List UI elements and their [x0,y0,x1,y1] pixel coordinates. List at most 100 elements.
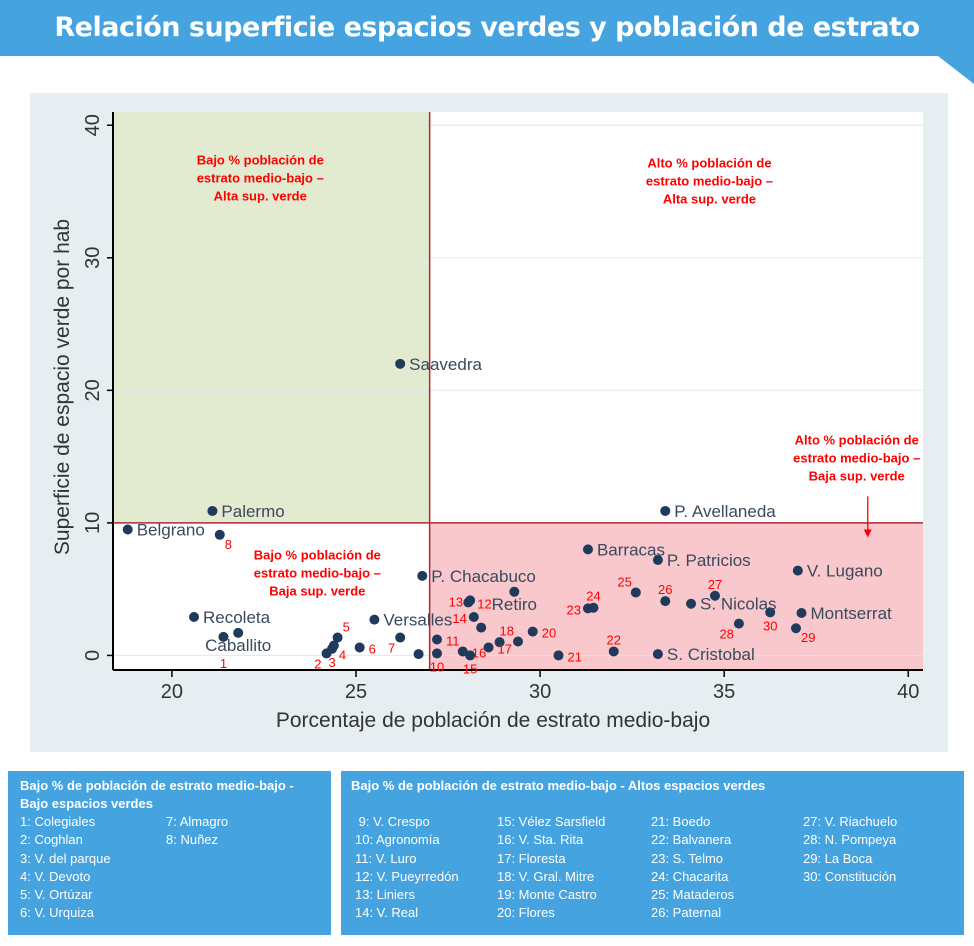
legend-column: 7: Almagro 8: Nuñez [166,813,228,850]
data-point [465,650,476,661]
x-tick-label: 25 [345,681,367,703]
data-point [792,565,803,576]
legend-item: 8: Nuñez [166,832,219,848]
point-number-label: 25 [617,574,631,589]
y-tick-label: 30 [82,247,104,269]
data-point [476,622,487,633]
arrow-head-icon [863,529,872,538]
data-point [630,587,641,598]
data-point [233,627,244,638]
point-name-label: Belgrano [137,521,205,540]
data-point [483,642,494,653]
data-point [588,602,599,613]
point-name-label: Palermo [221,502,284,521]
point-number-label: 22 [606,632,620,647]
legend-item: 10: Agronomía [355,832,440,848]
quadrant-annotation: estrato medio-bajo – [793,450,920,465]
quadrant-annotation: estrato medio-bajo – [646,173,773,188]
data-point [369,614,380,625]
data-point [432,648,442,659]
point-number-label: 1 [220,656,227,671]
data-point [457,646,468,657]
point-name-label: Versalles [383,611,452,630]
point-name-label: Saavedra [409,355,482,374]
quadrant-annotation: estrato medio-bajo – [197,171,324,186]
point-number-label: 3 [328,655,335,670]
point-number-label: 6 [369,641,376,656]
point-name-label: Recoleta [203,608,271,627]
point-number-label: 8 [225,537,232,552]
quadrant-annotation: Baja sup. verde [269,584,365,599]
quadrant-annotation: estrato medio-bajo – [254,566,381,581]
data-point [465,595,476,606]
point-number-label: 18 [500,624,514,639]
legend-item: 26: Paternal [651,905,722,921]
point-number-label: 23 [566,602,580,617]
x-tick-label: 20 [161,681,183,703]
quadrant-annotation: Bajo % población de [254,548,381,563]
legend-item: 21: Boedo [651,814,711,829]
data-point [527,626,538,637]
legend-item: 1: Colegiales [20,814,96,829]
y-tick-label: 0 [82,650,104,661]
data-point [395,632,406,643]
point-number-label: 26 [658,582,672,597]
point-name-label: Montserrat [811,604,893,623]
legend-item: 29: La Boca [803,850,873,866]
data-point [652,649,663,660]
point-number-label: 10 [430,659,444,674]
data-point [328,640,339,651]
legend-column: 27: V. Riachuelo 28: N. Pompeya 29: La Boc… [803,813,897,886]
chart-panel: 0 10 20 30 40 20 25 30 35 40 Porcentaje de poblaci… [30,93,948,752]
legend-item: 3: V. del parque [20,850,111,866]
data-point [432,634,442,645]
legend-item: 20: Flores [497,905,555,921]
data-point [513,636,523,647]
point-number-label: 13 [449,594,463,609]
point-number-label: 14 [452,611,466,626]
legend-item: 28: N. Pompeya [803,832,897,848]
legend-item: 30: Constitución [803,868,897,884]
data-point [413,649,424,660]
point-number-label: 15 [463,661,477,676]
legend-item: 16: V. Sta. Rita [497,832,584,848]
data-point [218,631,229,642]
data-point [796,608,807,619]
legend-title: Bajo espacios verdes [20,796,153,812]
data-point [494,637,505,648]
point-name-label: P. Patricios [667,551,751,570]
quadrant-annotation: Alto % población de [647,155,771,170]
point-number-label: 12 [477,596,491,611]
data-point [582,544,593,555]
data-point [765,607,776,618]
quadrant-annotation: Alto % población de [795,432,919,447]
data-point [207,505,218,516]
legend-item: 23: S. Telmo [651,850,724,866]
point-number-label: 27 [708,577,722,592]
data-point [608,646,619,657]
point-name-label: Retiro [492,595,537,614]
x-tick-label: 40 [897,681,919,703]
data-point [790,623,801,634]
point-number-label: 5 [343,620,350,635]
legend-item: 22: Balvanera [651,832,732,848]
legend-item: 13: Liniers [355,887,415,903]
legend-column: 1: Colegiales 2: Coghlan 3: V. del parque 4… [20,813,111,923]
data-point [468,611,479,622]
x-axis-title: Porcentaje de población de estrato medio… [276,709,710,732]
legend-item: 5: V. Ortúzar [20,887,93,903]
data-point [652,554,663,565]
x-tick-label: 35 [713,681,735,703]
y-tick-label: 10 [82,512,104,534]
point-name-label: V. Lugano [807,562,883,581]
point-number-label: 16 [472,645,486,660]
data-point [332,632,343,643]
legend-column: 9: V. Crespo 10: Agronomía 11: V. Luro 12: … [355,813,459,923]
legend-item: 4: V. Devoto [20,868,91,884]
point-number-label: 21 [568,649,582,664]
data-point [214,529,225,540]
legend-item: 7: Almagro [166,814,229,829]
point-number-label: 7 [388,641,395,656]
data-point [417,570,428,581]
page-title: Relación superficie espacios verdes y po… [54,12,920,99]
